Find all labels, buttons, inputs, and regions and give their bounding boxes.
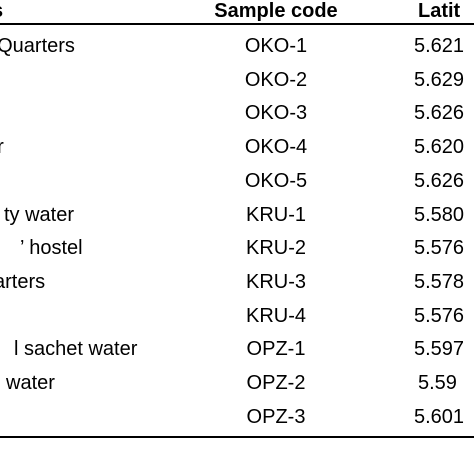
table-cell-sample-code: OPZ-1 (246, 338, 306, 360)
header-rule (0, 23, 474, 25)
table-cell-sample-code: OKO-1 (244, 35, 308, 57)
table-cell-sample-code: OKO-4 (244, 136, 308, 158)
table-cell-sample-code: KRU-1 (245, 204, 306, 226)
table-cell-location: ’ hostel (20, 237, 83, 259)
table-cell-sample-code: OKO-5 (244, 170, 308, 192)
table-cell-location: ty water (4, 204, 75, 226)
table-cell-latitude: 5.59 (418, 372, 457, 394)
table-cell-latitude: 5.580 (414, 204, 465, 226)
table-cell-location: l sachet water (14, 338, 138, 360)
table-cell-sample-code: KRU-4 (245, 305, 306, 327)
table-cell-location: f Quarters (0, 35, 75, 57)
table-cell-latitude: 5.621 (414, 35, 465, 57)
table-cell-location: er (0, 136, 4, 158)
bottom-rule (0, 436, 474, 438)
table-cell-sample-code: KRU-3 (245, 271, 306, 293)
table-cell-latitude: 5.576 (414, 305, 465, 327)
header-latitude: Latit (418, 0, 461, 22)
table-cell-sample-code: KRU-2 (245, 237, 306, 259)
table-cell-sample-code: OKO-2 (244, 69, 308, 91)
table-cell-latitude: 5.597 (414, 338, 465, 360)
table-cell-latitude: 5.578 (414, 271, 465, 293)
table-cell-latitude: 5.626 (414, 170, 465, 192)
table-cell-latitude: 5.629 (414, 69, 465, 91)
table-cell-sample-code: OKO-3 (244, 102, 308, 124)
header-sample-code: Sample code (214, 0, 338, 22)
header-location: s (0, 0, 3, 23)
table-cell-location: arters (0, 271, 46, 293)
table-cell-latitude: 5.576 (414, 237, 465, 259)
table-cell-sample-code: OPZ-2 (246, 372, 306, 394)
table-cell-latitude: 5.620 (414, 136, 465, 158)
table-cell-latitude: 5.601 (414, 406, 465, 428)
table-cell-sample-code: OPZ-3 (246, 406, 306, 428)
table-cell-latitude: 5.626 (414, 102, 465, 124)
table-cell-location: water (6, 372, 55, 394)
